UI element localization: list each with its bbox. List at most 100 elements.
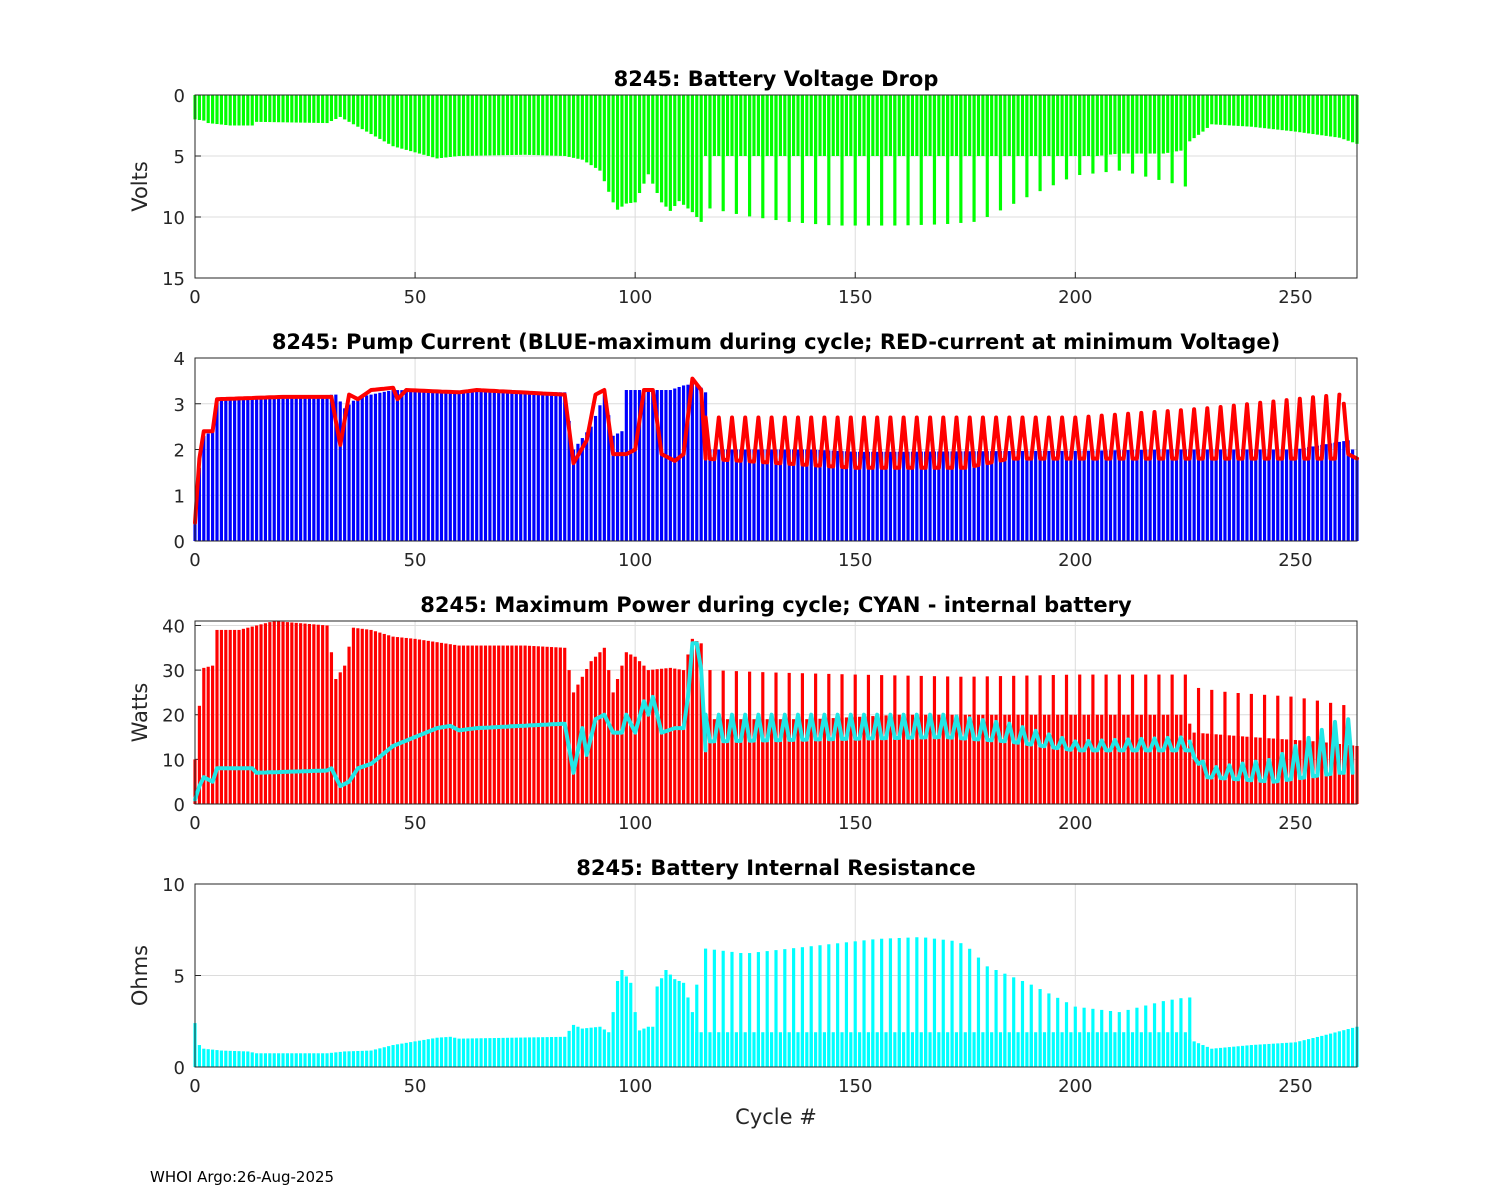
- bar: [902, 1032, 906, 1067]
- bar: [202, 1048, 206, 1067]
- bar: [690, 383, 694, 541]
- x-tick-label: 250: [1278, 1076, 1312, 1097]
- bar: [1042, 450, 1047, 541]
- bar: [831, 450, 835, 541]
- bar: [871, 95, 875, 156]
- bar: [717, 719, 721, 804]
- bar: [611, 692, 615, 804]
- bar: [1003, 451, 1007, 541]
- bar: [343, 95, 347, 120]
- bar: [545, 95, 549, 156]
- bar: [866, 451, 871, 541]
- bar: [629, 654, 633, 804]
- bar: [241, 95, 245, 126]
- bar: [316, 1053, 320, 1067]
- bar: [1003, 973, 1007, 1067]
- bar: [998, 451, 1003, 541]
- bar: [1104, 450, 1108, 541]
- bar: [1271, 738, 1275, 804]
- bar: [246, 95, 250, 126]
- series-line: [1341, 401, 1359, 461]
- bar: [624, 976, 628, 1067]
- bar: [338, 672, 342, 804]
- bar: [866, 95, 871, 156]
- bar: [893, 95, 897, 226]
- bar: [730, 449, 734, 541]
- bar: [946, 451, 950, 541]
- bar: [1232, 1046, 1236, 1067]
- bar: [378, 1048, 382, 1067]
- bar: [1012, 95, 1016, 156]
- bar: [426, 390, 430, 541]
- bar: [1100, 95, 1104, 156]
- bar: [659, 390, 664, 541]
- bar: [651, 669, 655, 804]
- bar: [514, 95, 518, 155]
- bar: [831, 95, 835, 156]
- bar: [778, 449, 782, 541]
- bar: [571, 1024, 576, 1067]
- bar: [576, 95, 580, 159]
- bar: [1227, 1047, 1231, 1067]
- bar: [976, 1032, 981, 1067]
- bar: [862, 1032, 866, 1067]
- bar: [532, 1037, 536, 1067]
- bar: [259, 624, 263, 804]
- bar: [1064, 450, 1069, 541]
- series-line: [703, 392, 1342, 470]
- bar: [699, 1032, 703, 1067]
- bar: [787, 1032, 791, 1067]
- bar: [554, 392, 558, 541]
- bar: [395, 95, 400, 148]
- bar: [325, 394, 329, 541]
- bar: [985, 1032, 989, 1067]
- bar: [549, 1037, 554, 1067]
- bar: [849, 451, 853, 541]
- bar: [924, 714, 928, 804]
- bar: [404, 637, 408, 804]
- bar: [1003, 714, 1007, 804]
- bar: [1223, 449, 1227, 541]
- bar: [1293, 1042, 1297, 1067]
- bar: [312, 624, 316, 804]
- bar: [787, 449, 791, 541]
- bar: [365, 395, 369, 541]
- bar: [1117, 95, 1121, 154]
- bar: [351, 400, 356, 541]
- bar: [576, 1026, 580, 1067]
- bar: [347, 1051, 351, 1067]
- bar: [1183, 95, 1187, 150]
- bar: [910, 714, 915, 804]
- bar: [928, 1032, 932, 1067]
- bar: [1029, 95, 1033, 156]
- bar: [483, 645, 488, 804]
- bar: [1324, 444, 1328, 541]
- bar: [439, 642, 444, 804]
- bar: [382, 633, 386, 804]
- bar: [321, 395, 325, 541]
- bar: [924, 1032, 928, 1067]
- bar: [959, 714, 963, 804]
- bar: [875, 715, 879, 804]
- bar: [765, 1032, 769, 1067]
- bar: [1042, 95, 1047, 156]
- bar: [1337, 1031, 1341, 1067]
- bar: [862, 95, 866, 156]
- y-tick-label: 0: [174, 86, 185, 107]
- bar: [1196, 449, 1201, 541]
- bar: [972, 1032, 976, 1067]
- bar: [1025, 95, 1029, 156]
- bar: [1333, 1032, 1337, 1067]
- bar: [1047, 993, 1051, 1067]
- bar: [488, 1038, 492, 1067]
- bar: [668, 974, 672, 1067]
- bar: [1280, 1043, 1284, 1067]
- bar: [734, 719, 738, 804]
- bar: [479, 95, 483, 156]
- bar: [1249, 449, 1253, 541]
- bar: [1056, 450, 1060, 541]
- bar: [233, 1050, 237, 1067]
- bar: [1249, 737, 1253, 804]
- x-tick-label: 200: [1058, 287, 1092, 308]
- bar: [285, 1053, 290, 1067]
